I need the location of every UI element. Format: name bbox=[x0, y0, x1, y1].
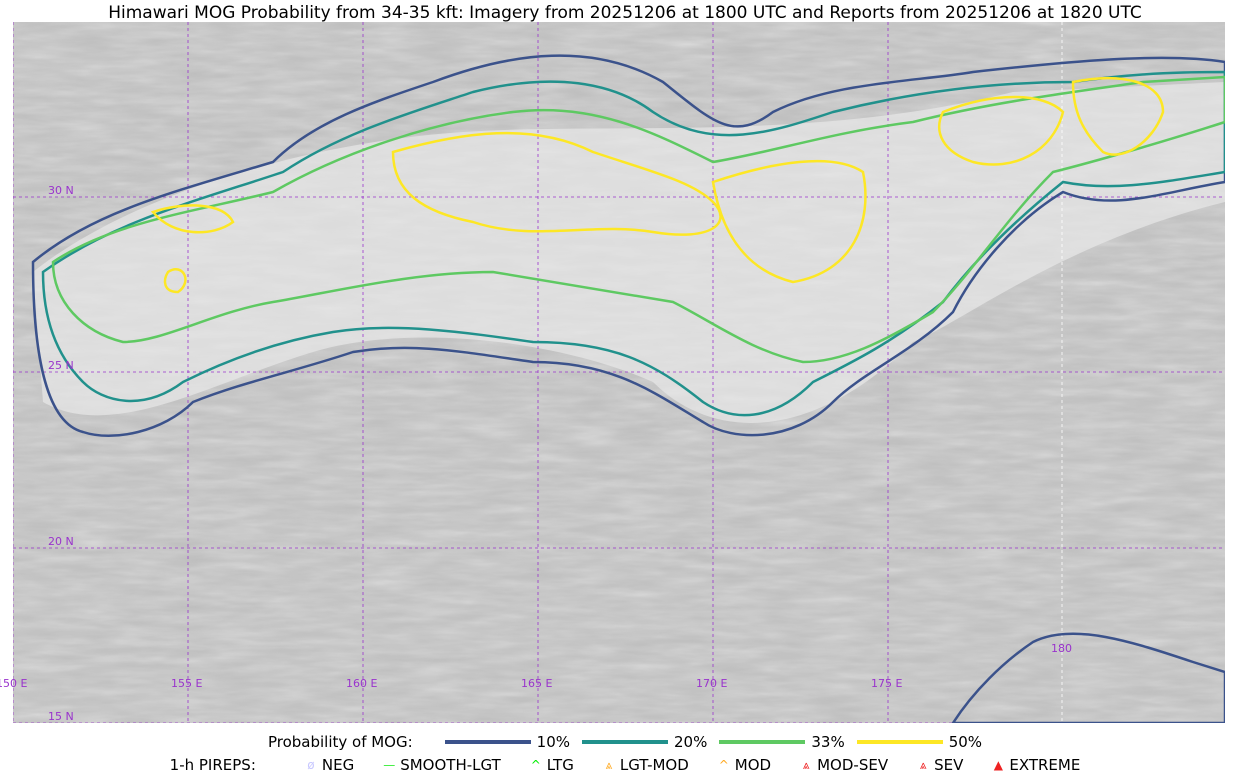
lon-label: 150 E bbox=[0, 677, 28, 690]
pirep-symbol-icon: ⩓ bbox=[605, 757, 613, 772]
pirep-label: LGT-MOD bbox=[619, 756, 689, 774]
probability-legend: Probability of MOG: 10% 20% 33% 50% bbox=[0, 733, 1250, 751]
pirep-label: MOD bbox=[734, 756, 772, 774]
contour-50 bbox=[150, 77, 1165, 294]
legend-swatch bbox=[582, 740, 669, 744]
probability-legend-label: Probability of MOG: bbox=[267, 733, 413, 751]
chart-title: Himawari MOG Probability from 34-35 kft:… bbox=[108, 3, 1142, 23]
pirep-symbol-icon: — bbox=[383, 758, 396, 772]
cloud-area bbox=[33, 82, 1225, 423]
satellite-map bbox=[13, 22, 1225, 723]
pirep-item-mod-sev: ⩓ MOD-SEV bbox=[797, 756, 888, 774]
legend-label: 20% bbox=[674, 733, 708, 751]
pirep-label: NEG bbox=[321, 756, 355, 774]
pirep-item-extreme: ▲ EXTREME bbox=[989, 756, 1081, 774]
legend-label: 50% bbox=[948, 733, 983, 751]
pirep-item-ltg: ^ LTG bbox=[527, 756, 574, 774]
lon-label: 160 E bbox=[346, 677, 378, 690]
pirep-symbol-icon: ▲ bbox=[993, 758, 1003, 772]
contour-10 bbox=[31, 54, 1225, 723]
lon-label: 175 E bbox=[871, 677, 903, 690]
pirep-item-lgt-mod: ⩓ LGT-MOD bbox=[600, 756, 689, 774]
pirep-label: EXTREME bbox=[1009, 756, 1081, 774]
pirep-item-neg: ø NEG bbox=[302, 756, 354, 774]
lat-label: 30 N bbox=[48, 184, 74, 197]
lon-label: 155 E bbox=[171, 677, 203, 690]
pirep-label: LTG bbox=[546, 756, 574, 774]
lat-lon-grid bbox=[13, 22, 1225, 723]
pirep-symbol-icon: ^ bbox=[530, 758, 541, 772]
pirep-item-smooth-lgt: — SMOOTH-LGT bbox=[380, 756, 501, 774]
contour-33 bbox=[51, 75, 1225, 364]
pirep-label: MOD-SEV bbox=[817, 756, 889, 774]
legend-item-10pct: 10% bbox=[444, 733, 571, 751]
pirep-symbol-icon: ø bbox=[307, 758, 315, 772]
legend-item-33pct: 33% bbox=[719, 733, 845, 751]
pirep-item-mod: ^ MOD bbox=[715, 756, 771, 774]
lon-label: 180 bbox=[1051, 642, 1072, 655]
pirep-symbol-icon: ⩓ bbox=[919, 757, 927, 772]
lon-label: 170 E bbox=[696, 677, 728, 690]
legend-swatch bbox=[856, 740, 943, 744]
pirep-label: SEV bbox=[934, 756, 964, 774]
pirep-legend-label: 1-h PIREPS: bbox=[169, 756, 256, 774]
pirep-legend: 1-h PIREPS: ø NEG — SMOOTH-LGT ^ LTG ⩓ LGT-MOD ^… bbox=[0, 756, 1250, 774]
legend-swatch bbox=[444, 740, 531, 744]
lat-label: 15 N bbox=[48, 710, 74, 723]
legend-label: 33% bbox=[811, 733, 845, 751]
pirep-symbol-icon: ⩓ bbox=[802, 757, 810, 772]
lat-label: 20 N bbox=[48, 535, 74, 548]
legend-item-50pct: 50% bbox=[856, 733, 983, 751]
contour-20 bbox=[41, 70, 1225, 417]
pirep-label: SMOOTH-LGT bbox=[400, 756, 501, 774]
lon-label: 165 E bbox=[521, 677, 553, 690]
legend-swatch bbox=[719, 740, 806, 744]
pirep-item-sev: ⩓ SEV bbox=[914, 756, 964, 774]
lat-label: 25 N bbox=[48, 359, 74, 372]
pirep-symbol-icon: ^ bbox=[718, 758, 729, 772]
legend-item-20pct: 20% bbox=[582, 733, 707, 751]
legend-label: 10% bbox=[536, 733, 571, 751]
